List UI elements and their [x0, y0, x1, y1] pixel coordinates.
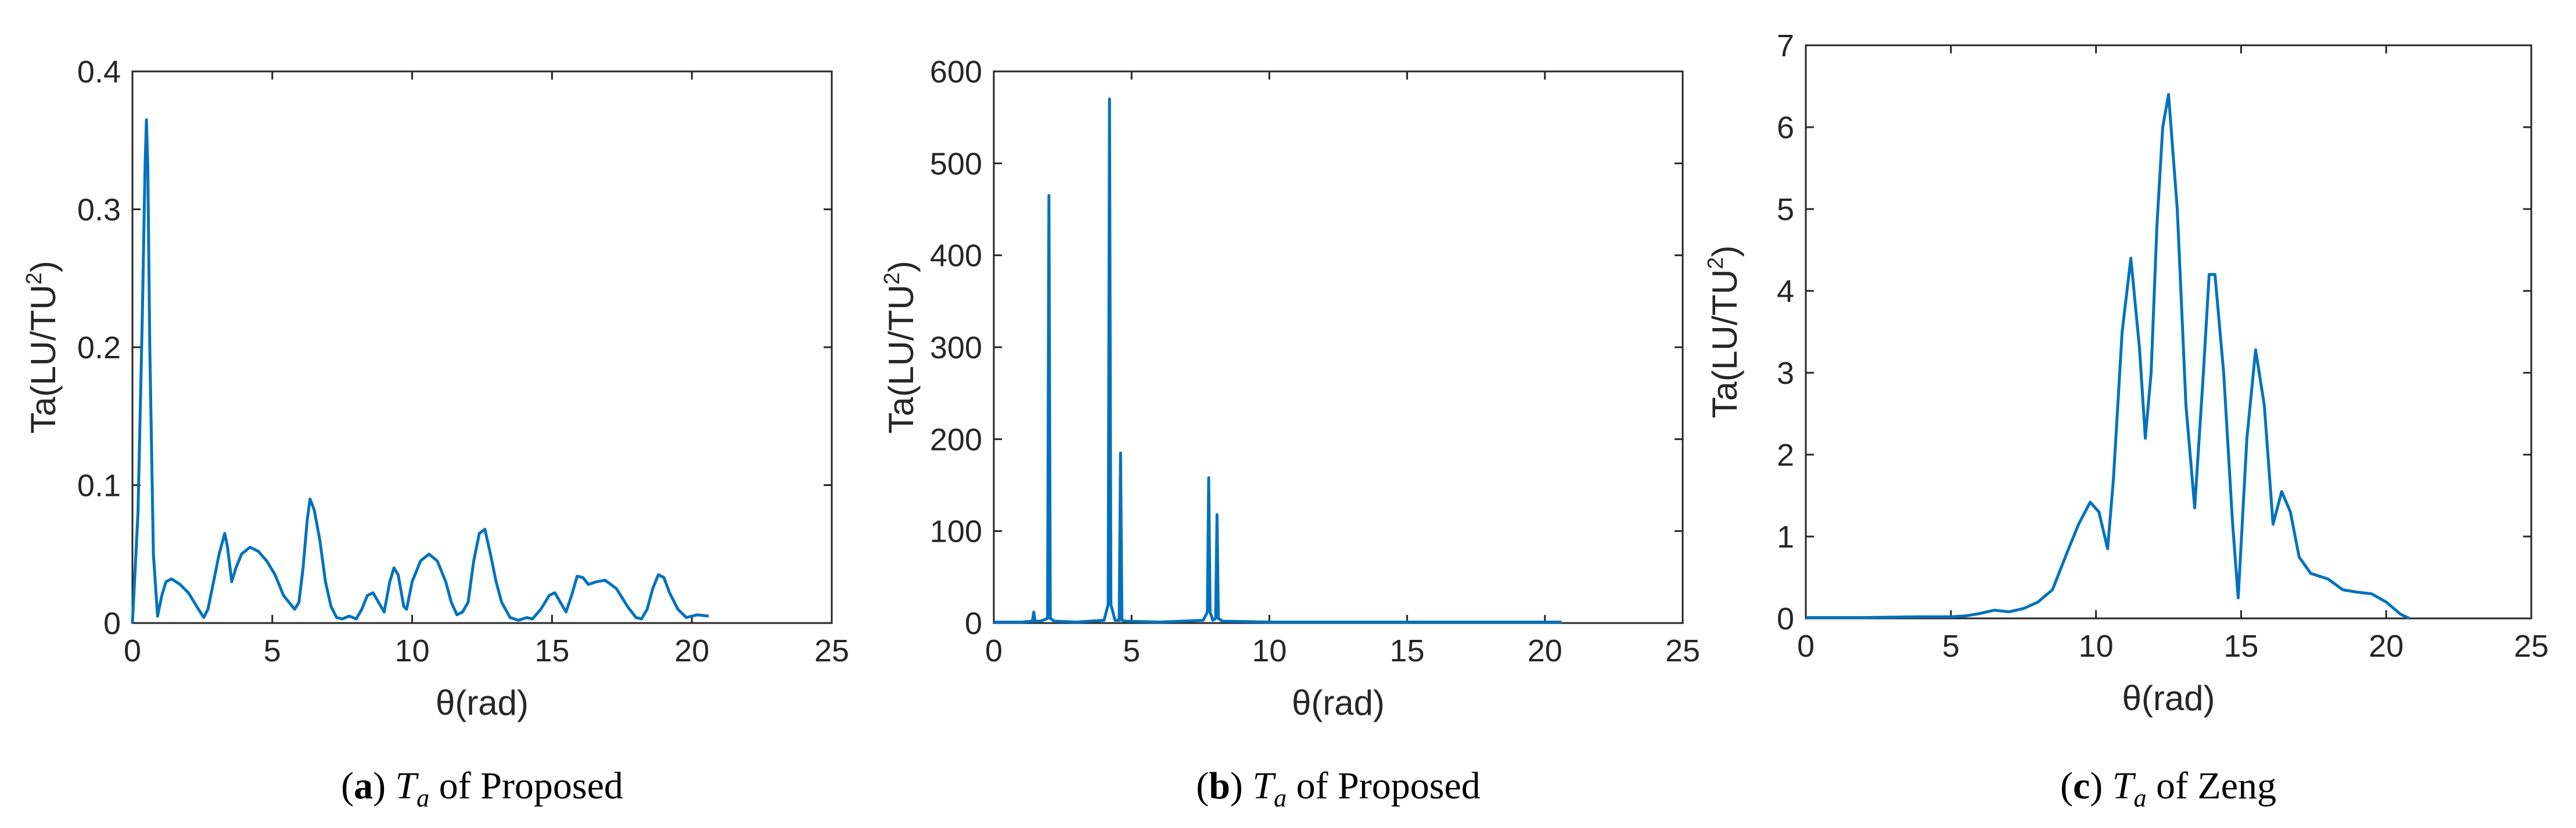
- chart-panel-b: 0 5 10 15 20 25 0 100 200 300 400 500 600 θ(rad) Ta(LU…: [880, 55, 1700, 812]
- y-tick-label: 0.1: [77, 469, 121, 503]
- caption-paren-close: ): [2090, 765, 2112, 807]
- y-axis-label: Ta(LU/TU2): [22, 261, 63, 434]
- x-tick-label: 20: [2369, 629, 2403, 664]
- x-tick-label: 0: [1797, 629, 1815, 664]
- y-axis-label-sup: 2: [22, 272, 46, 285]
- y-axis-label-main: Ta(LU/TU: [1705, 269, 1744, 419]
- x-tick-label: 15: [1390, 633, 1425, 668]
- y-axis-label: Ta(LU/TU2): [1704, 246, 1744, 419]
- caption-letter: a: [354, 765, 373, 807]
- x-tick-label: 20: [1528, 633, 1562, 668]
- y-tick-label: 4: [1777, 274, 1794, 309]
- y-tick-label: 5: [1777, 192, 1794, 227]
- panel-caption: (b) Ta of Proposed: [1196, 765, 1481, 812]
- caption-symbol: T: [396, 765, 419, 807]
- y-tick-label: 0.2: [77, 330, 121, 365]
- y-tick-label: 0: [1777, 602, 1794, 636]
- x-tick-label: 5: [264, 633, 281, 668]
- x-tick-label: 25: [2514, 629, 2549, 664]
- y-tick-label: 3: [1777, 356, 1794, 391]
- x-tick-label: 10: [395, 633, 430, 668]
- y-tick-label: 200: [930, 422, 982, 457]
- caption-letter: b: [1209, 765, 1230, 807]
- axes-box: [993, 70, 1684, 624]
- x-axis-label: θ(rad): [436, 683, 529, 722]
- y-axis-label-sup: 2: [1704, 257, 1728, 269]
- x-tick-label: 25: [814, 633, 849, 668]
- y-tick-label: 400: [930, 239, 982, 273]
- x-axis-label: θ(rad): [1292, 683, 1385, 722]
- y-axis-label-main: Ta(LU/TU: [882, 285, 921, 434]
- caption-paren-close: ): [373, 765, 395, 807]
- caption-paren-open: (: [2060, 765, 2073, 807]
- caption-paren-close: ): [1230, 765, 1252, 807]
- panel-caption: (a) Ta of Proposed: [341, 765, 623, 812]
- x-tick-label: 15: [534, 633, 569, 668]
- caption-subscript: a: [2133, 784, 2146, 812]
- y-axis-label-sup: 2: [880, 272, 904, 285]
- caption-letter: c: [2073, 765, 2090, 807]
- x-axis-label: θ(rad): [2122, 679, 2215, 718]
- y-tick-label: 7: [1777, 28, 1794, 63]
- x-tick-label: 10: [1252, 633, 1287, 668]
- caption-subscript: a: [416, 784, 429, 812]
- y-axis-label-close: ): [1705, 246, 1744, 257]
- x-tick-label: 10: [2079, 629, 2114, 664]
- y-tick-label: 600: [930, 55, 982, 89]
- chart-panel-a: 0 5 10 15 20 2500.10.20.30.4θ(rad)Ta(LU/TU2)(…: [22, 55, 849, 812]
- y-tick-label: 0.4: [77, 55, 121, 89]
- caption-paren-open: (: [1196, 765, 1209, 807]
- y-tick-label: 0: [103, 606, 121, 641]
- x-tick-label: 0: [124, 633, 141, 668]
- series-line: [131, 118, 709, 624]
- y-tick-label: 2: [1777, 438, 1794, 473]
- series-line: [994, 98, 1562, 624]
- caption-symbol: T: [1252, 765, 1276, 807]
- caption-text: of Proposed: [429, 765, 623, 807]
- caption-text: of Zeng: [2146, 765, 2276, 807]
- y-tick-label: 500: [930, 146, 982, 181]
- axes-box: [131, 70, 833, 624]
- y-tick-label: 0: [965, 606, 982, 641]
- x-tick-label: 20: [674, 633, 709, 668]
- y-tick-label: 6: [1777, 110, 1794, 145]
- x-tick-label: 5: [1123, 633, 1140, 668]
- y-tick-label: 100: [930, 514, 982, 549]
- y-tick-label: 1: [1777, 520, 1794, 555]
- caption-text: of Proposed: [1287, 765, 1481, 807]
- caption-subscript: a: [1274, 784, 1287, 812]
- x-tick-label: 15: [2223, 629, 2258, 664]
- y-axis-label-close: ): [882, 261, 921, 272]
- x-tick-label: 0: [985, 633, 1003, 668]
- y-tick-label: 0.3: [77, 193, 121, 228]
- axes-box: [1805, 44, 2532, 620]
- x-tick-label: 25: [1665, 633, 1700, 668]
- y-tick-label: 300: [930, 330, 982, 365]
- y-axis-label: Ta(LU/TU2): [880, 261, 921, 434]
- x-tick-label: 5: [1942, 629, 1960, 664]
- panel-caption: (c) Ta of Zeng: [2060, 765, 2276, 812]
- caption-paren-open: (: [341, 765, 354, 807]
- y-axis-label-close: ): [24, 261, 63, 272]
- series-line: [1806, 93, 2410, 620]
- caption-symbol: T: [2112, 765, 2136, 807]
- y-axis-label-main: Ta(LU/TU: [24, 285, 63, 434]
